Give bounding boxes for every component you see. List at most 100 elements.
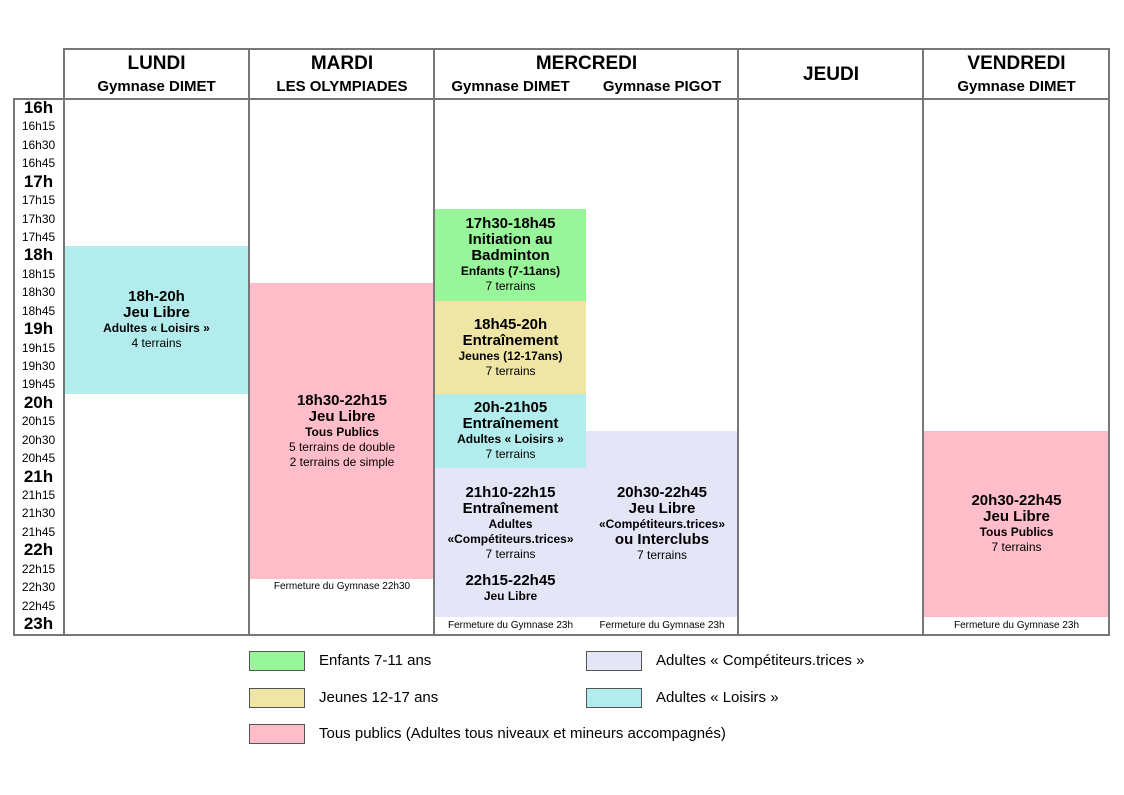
block-audience: «Compétiteurs.trices» [598, 517, 726, 531]
block-audience: «Compétiteurs.trices» [447, 532, 574, 546]
legend-label-jeunes: Jeunes 12-17 ans [319, 689, 439, 706]
time-label: 18h [23, 245, 54, 265]
time-label: 20h15 [21, 414, 56, 429]
time-label: 19h15 [21, 340, 56, 355]
block-time: 22h15-22h45 [465, 572, 556, 589]
gym-label: Gymnase DIMET [451, 78, 570, 95]
header-lundi: LUNDI Gymnase DIMET [64, 50, 249, 99]
day-label: LUNDI [127, 53, 186, 74]
vendredi-closing-note: Fermeture du Gymnase 23h [953, 620, 1080, 631]
block-audience: Adultes [488, 517, 533, 531]
block-details: 2 terrains de simple [289, 454, 395, 469]
time-label: 17h45 [21, 230, 56, 244]
block-time: 17h30-18h45 [465, 215, 556, 232]
vendredi-jeu-libre-block: 20h30-22h45 Jeu Libre Tous Publics 7 ter… [924, 431, 1109, 617]
legend-swatch-jeunes [249, 688, 305, 708]
time-label: 17h [23, 171, 54, 191]
block-details: 5 terrains de double [288, 439, 396, 454]
time-label: 16h30 [21, 137, 56, 152]
block-time: 20h30-22h45 [971, 492, 1062, 509]
legend-swatch-loisirs [586, 688, 642, 708]
block-title: Jeu Libre [983, 508, 1050, 525]
block-audience: Adultes « Loisirs » [457, 432, 564, 446]
header-vendredi: VENDREDI Gymnase DIMET [924, 50, 1109, 99]
block-title: Entraînement [462, 331, 559, 349]
gym-label: Gymnase PIGOT [602, 78, 722, 95]
legend-label-loisirs: Adultes « Loisirs » [656, 689, 779, 706]
legend-label-enfants: Enfants 7-11 ans [319, 652, 432, 669]
mercredi-jeunes-block: 18h45-20h Entraînement Jeunes (12-17ans)… [435, 301, 586, 394]
time-label: 17h15 [21, 193, 56, 208]
day-label: MERCREDI [535, 53, 638, 74]
block-title: Badminton [471, 247, 550, 264]
time-label: 18h15 [21, 266, 56, 281]
time-label: 20h [23, 392, 54, 412]
mercredi-competiteurs-block: 21h10-22h15 Entraînement Adultes «Compét… [435, 468, 586, 617]
block-details: 7 terrains [485, 447, 536, 461]
block-audience: Jeunes (12-17ans) [458, 348, 563, 363]
time-label: 16h [23, 98, 54, 117]
mardi-jeu-libre-block: 18h30-22h15 Jeu Libre Tous Publics 5 ter… [250, 283, 434, 579]
legend-label-tous-publics: Tous publics (Adultes tous niveaux et mi… [319, 725, 726, 742]
block-time: 20h30-22h45 [616, 484, 708, 501]
legend-label-competiteurs: Adultes « Compétiteurs.trices » [656, 652, 865, 669]
mercredi-dimet-closing-note: Fermeture du Gymnase 23h [447, 620, 574, 631]
block-title: Jeu Libre [308, 407, 376, 425]
block-title: Jeu Libre [628, 500, 696, 517]
block-audience: Tous Publics [305, 424, 379, 439]
time-label: 16h45 [21, 156, 56, 171]
time-label: 19h [23, 319, 54, 339]
block-details: 4 terrains [131, 336, 182, 350]
block-time: 18h30-22h15 [296, 391, 388, 409]
block-audience: Tous Publics [979, 525, 1054, 539]
block-details: 7 terrains [636, 548, 688, 562]
time-label: 19h30 [21, 359, 56, 374]
time-label: 21h15 [21, 488, 56, 503]
time-label: 21h [23, 466, 54, 486]
header-mercredi: MERCREDI Gymnase DIMET Gymnase PIGOT [435, 50, 738, 99]
block-audience: Adultes « Loisirs » [103, 321, 210, 335]
block-details: 7 terrains [485, 363, 536, 378]
lundi-jeu-libre-block: 18h-20h Jeu Libre Adultes « Loisirs » 4 … [64, 246, 249, 394]
mercredi-initiation-block: 17h30-18h45 Initiation au Badminton Enfa… [435, 209, 586, 301]
block-title: Entraînement [462, 415, 559, 432]
block-title: Jeu Libre [123, 304, 190, 321]
block-details: 7 terrains [485, 279, 536, 293]
legend-swatch-tous-publics [249, 724, 305, 744]
block-audience: Enfants (7-11ans) [460, 264, 561, 278]
mercredi-loisirs-block: 20h-21h05 Entraînement Adultes « Loisirs… [435, 394, 586, 468]
gym-label: Gymnase DIMET [957, 78, 1076, 95]
block-title: Jeu Libre [483, 589, 538, 603]
block-time: 21h10-22h15 [465, 484, 556, 501]
time-label: 20h30 [21, 432, 56, 447]
header-jeudi: JEUDI [739, 50, 923, 99]
time-label: 18h45 [21, 303, 56, 318]
mardi-closing-note: Fermeture du Gymnase 22h30 [273, 581, 411, 592]
legend-swatch-enfants [249, 651, 305, 671]
time-label: 22h30 [21, 580, 56, 595]
time-label: 17h30 [21, 211, 56, 226]
block-title: Entraînement [462, 500, 559, 517]
day-label: VENDREDI [967, 53, 1066, 74]
time-label: 21h45 [21, 524, 56, 539]
day-label: MARDI [310, 53, 374, 74]
block-details: 7 terrains [991, 540, 1042, 554]
day-label: JEUDI [803, 63, 859, 85]
time-label: 23h [23, 614, 54, 634]
block-time: 18h45-20h [473, 315, 548, 333]
time-label: 20h45 [21, 451, 56, 466]
time-label: 21h30 [21, 506, 56, 521]
time-label: 19h45 [21, 377, 56, 392]
time-label: 22h [23, 540, 54, 560]
block-time: 20h-21h05 [473, 399, 548, 416]
header-mardi: MARDI LES OLYMPIADES [250, 50, 434, 99]
block-details: 7 terrains [485, 547, 536, 561]
time-label: 18h30 [21, 285, 56, 300]
time-label: 16h15 [21, 119, 56, 134]
block-title: Initiation au [468, 231, 553, 248]
block-time: 18h-20h [128, 288, 185, 305]
legend-swatch-competiteurs [586, 651, 642, 671]
block-title: ou Interclubs [614, 531, 710, 548]
mercredi-pigot-closing-note: Fermeture du Gymnase 23h [599, 620, 725, 631]
mercredi-pigot-block: 20h30-22h45 Jeu Libre «Compétiteurs.tric… [586, 431, 738, 617]
